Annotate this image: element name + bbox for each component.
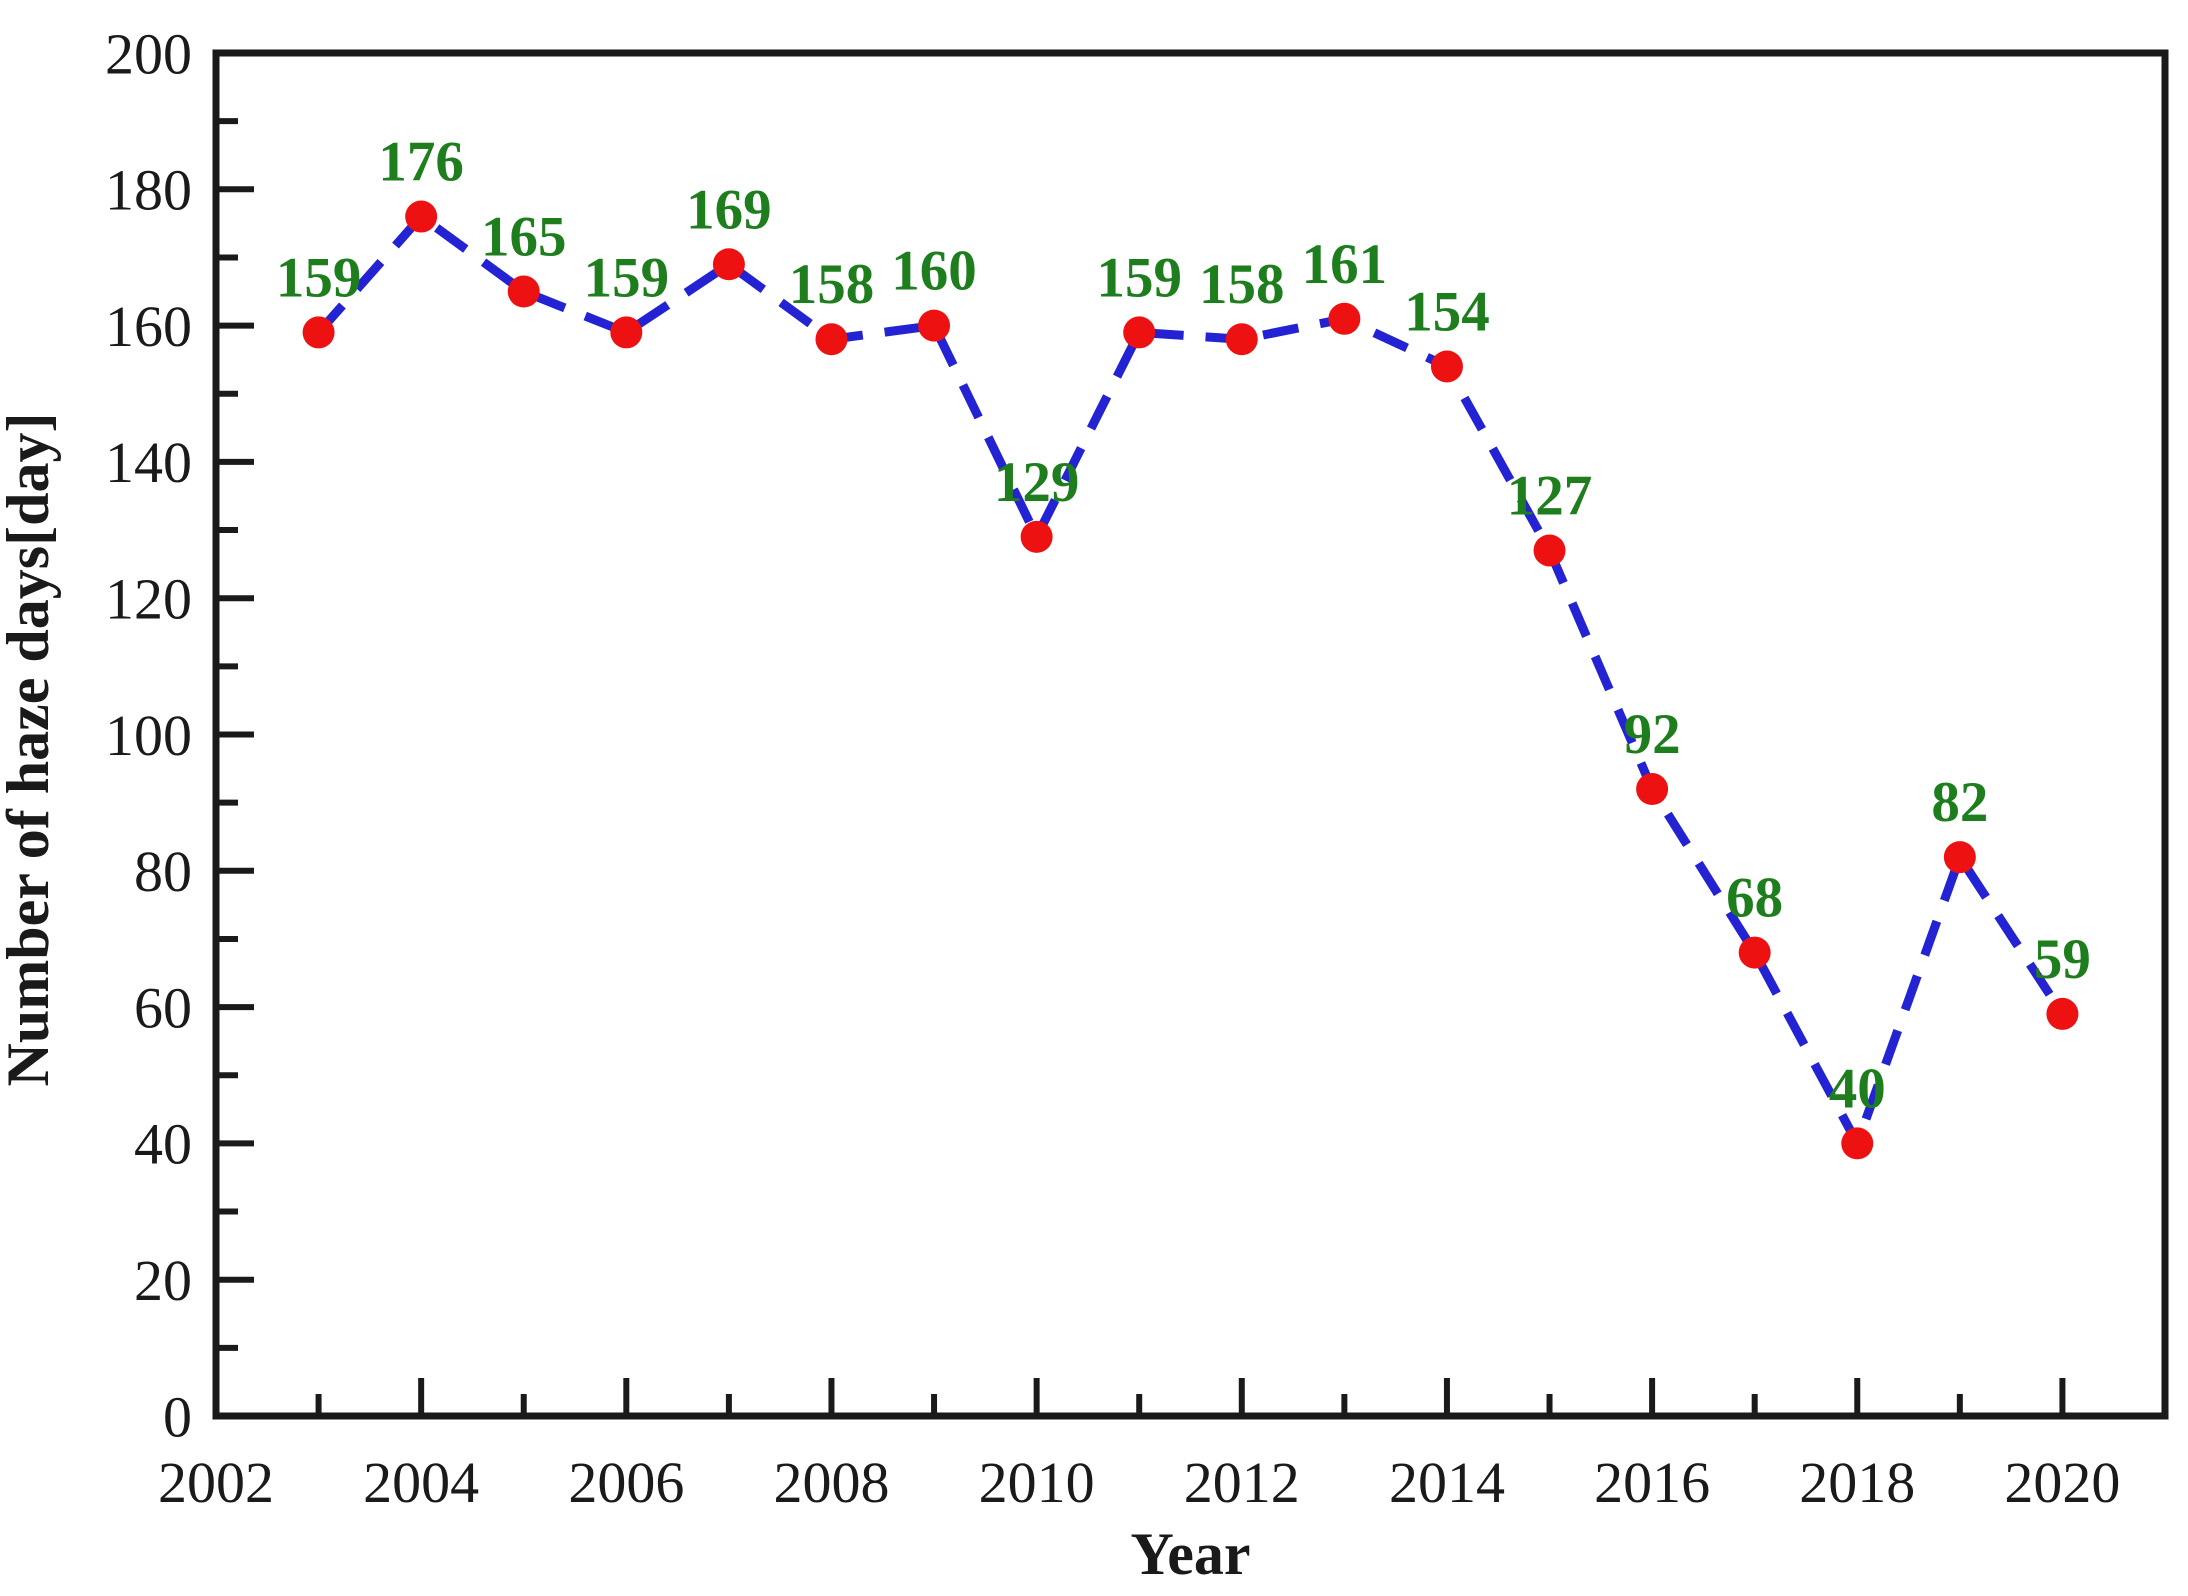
- y-tick-label: 120: [105, 567, 192, 632]
- data-point-label: 176: [378, 131, 464, 194]
- data-point-marker: [302, 316, 335, 349]
- y-axis-title: Number of haze days[day]: [0, 413, 61, 1087]
- data-point-label: 158: [1199, 253, 1285, 316]
- y-tick-label: 60: [134, 975, 192, 1040]
- y-tick-label: 40: [134, 1112, 192, 1177]
- x-tick-label: 2016: [1594, 1450, 1710, 1515]
- x-tick-label: 2006: [568, 1450, 684, 1515]
- data-line: [315, 212, 2067, 1148]
- data-point-label: 68: [1726, 867, 1783, 930]
- x-axis-title: Year: [1131, 1521, 1251, 1587]
- data-point-marker: [712, 248, 745, 281]
- data-point-label: 161: [1302, 233, 1388, 296]
- data-point-label: 165: [481, 206, 567, 269]
- x-tick-label: 2002: [158, 1450, 274, 1515]
- y-tick-label: 200: [105, 21, 192, 86]
- data-point-marker: [1328, 302, 1361, 335]
- x-tick-label: 2008: [773, 1450, 889, 1515]
- y-tick-label: 20: [134, 1248, 192, 1313]
- y-tick-label: 0: [163, 1384, 192, 1449]
- data-point-marker: [918, 309, 951, 342]
- y-tick-label: 180: [105, 158, 192, 223]
- data-point-label: 59: [2034, 928, 2091, 991]
- x-tick-label: 2014: [1389, 1450, 1505, 1515]
- data-point-marker: [1943, 841, 1976, 874]
- data-point-marker: [610, 316, 643, 349]
- data-point-marker: [815, 323, 848, 356]
- x-tick-label: 2010: [979, 1450, 1095, 1515]
- x-tick-label: 2018: [1799, 1450, 1915, 1515]
- data-point-marker: [1430, 350, 1463, 383]
- x-tick-label: 2004: [363, 1450, 479, 1515]
- data-point-label: 154: [1404, 280, 1490, 343]
- data-point-marker: [1533, 534, 1566, 567]
- data-point-marker: [1020, 520, 1053, 553]
- data-point-label: 169: [686, 178, 772, 241]
- y-tick-label: 160: [105, 294, 192, 359]
- data-point-label: 129: [994, 451, 1080, 514]
- data-point-label: 160: [891, 240, 977, 303]
- y-tick-label: 100: [105, 703, 192, 768]
- data-point-marker: [1841, 1127, 1874, 1160]
- data-point-label: 159: [1096, 246, 1182, 309]
- data-point-label: 127: [1507, 464, 1593, 527]
- data-point-marker: [1636, 773, 1669, 806]
- data-point-label: 158: [789, 253, 875, 316]
- y-tick-label: 140: [105, 430, 192, 495]
- data-point-marker: [1225, 323, 1258, 356]
- x-tick-label: 2012: [1184, 1450, 1300, 1515]
- data-point-label: 159: [276, 246, 362, 309]
- data-point-label: 92: [1624, 703, 1681, 766]
- data-point-marker: [507, 275, 540, 308]
- data-point-marker: [1738, 936, 1771, 969]
- data-point-marker: [1123, 316, 1156, 349]
- data-point-marker: [2046, 997, 2079, 1030]
- data-point-label: 82: [1931, 771, 1988, 834]
- data-point-label: 40: [1829, 1057, 1886, 1120]
- data-point-marker: [405, 200, 438, 233]
- data-point-label: 159: [584, 246, 670, 309]
- x-tick-label: 2020: [2004, 1450, 2120, 1515]
- y-tick-label: 80: [134, 839, 192, 904]
